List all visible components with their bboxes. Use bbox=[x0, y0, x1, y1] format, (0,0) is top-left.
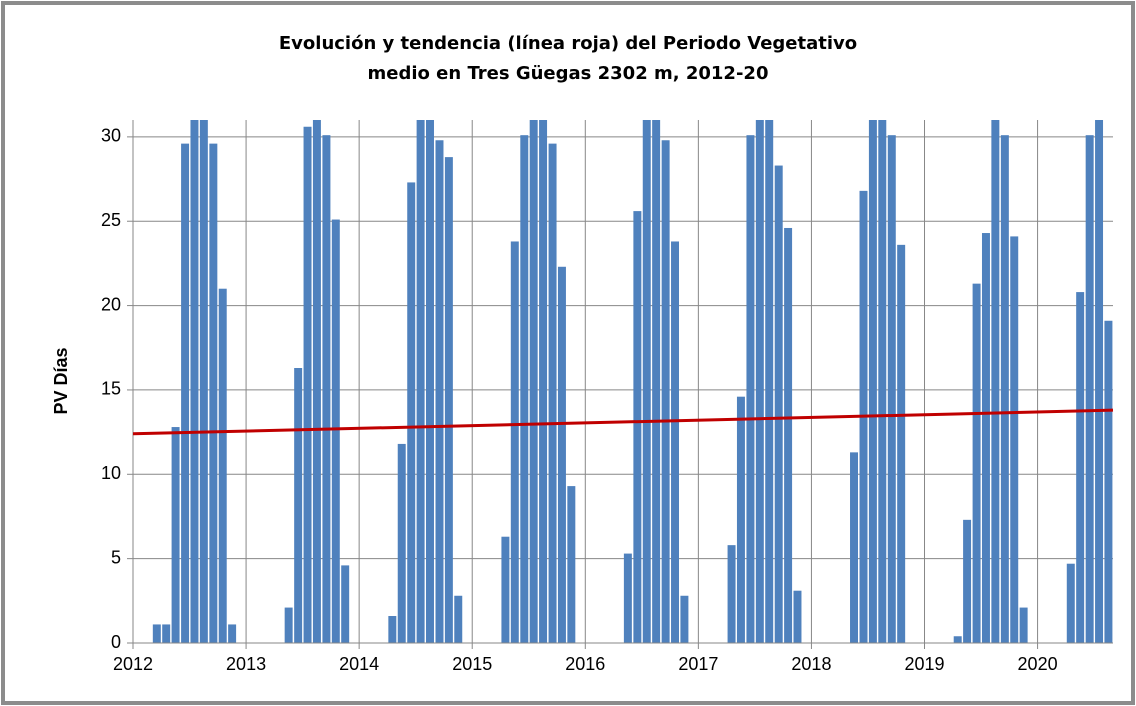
bar bbox=[1095, 120, 1104, 643]
bar bbox=[868, 120, 877, 643]
bar bbox=[303, 126, 312, 643]
bar bbox=[850, 452, 859, 643]
chart-title: Evolución y tendencia (línea roja) del P… bbox=[279, 33, 857, 54]
bar bbox=[218, 288, 227, 643]
bar bbox=[1066, 563, 1075, 643]
bar bbox=[1085, 135, 1094, 643]
bar bbox=[963, 519, 972, 643]
bar bbox=[454, 595, 463, 643]
bar bbox=[727, 545, 736, 643]
bar bbox=[501, 536, 510, 643]
chart-title: medio en Tres Güegas 2302 m, 2012-20 bbox=[368, 63, 769, 84]
bar bbox=[520, 135, 529, 643]
bar bbox=[209, 143, 218, 643]
bar bbox=[878, 120, 887, 643]
trend-line bbox=[132, 408, 1114, 436]
bar bbox=[199, 120, 208, 643]
bar bbox=[953, 636, 962, 643]
bar bbox=[981, 233, 990, 644]
y-tick-label: 20 bbox=[101, 294, 121, 314]
bar bbox=[1000, 135, 1009, 643]
bar bbox=[190, 120, 199, 643]
bar bbox=[661, 140, 670, 643]
bar bbox=[991, 120, 1000, 643]
bar bbox=[557, 266, 566, 643]
bar bbox=[388, 616, 397, 643]
bar bbox=[407, 182, 416, 643]
bar bbox=[765, 120, 774, 643]
bar bbox=[294, 368, 303, 643]
x-tick-label: 2018 bbox=[791, 654, 831, 674]
bar bbox=[171, 427, 180, 643]
bar bbox=[162, 624, 171, 643]
x-tick-label: 2012 bbox=[113, 654, 153, 674]
bar bbox=[567, 486, 576, 643]
bar bbox=[435, 140, 444, 643]
bar bbox=[331, 219, 340, 644]
bar bbox=[312, 120, 321, 643]
x-tick-label: 2020 bbox=[1018, 654, 1058, 674]
bar bbox=[228, 624, 237, 643]
bar bbox=[152, 624, 161, 643]
bar bbox=[680, 595, 689, 643]
bar bbox=[444, 157, 453, 643]
bar bbox=[548, 143, 557, 643]
bar bbox=[284, 607, 293, 643]
bar bbox=[1076, 292, 1085, 643]
x-tick-label: 2014 bbox=[339, 654, 379, 674]
bar bbox=[736, 396, 745, 643]
bar bbox=[416, 120, 425, 643]
bar bbox=[181, 143, 190, 643]
bar bbox=[633, 211, 642, 644]
bar bbox=[1019, 607, 1028, 643]
x-tick-label: 2019 bbox=[904, 654, 944, 674]
bar bbox=[671, 241, 680, 644]
x-tick-label: 2015 bbox=[452, 654, 492, 674]
bar bbox=[652, 120, 661, 643]
bar bbox=[341, 565, 350, 643]
y-axis-label: PV Días bbox=[51, 347, 71, 414]
bar bbox=[793, 590, 802, 643]
bar bbox=[972, 283, 981, 643]
bar bbox=[887, 135, 896, 643]
bar bbox=[397, 443, 406, 643]
bar bbox=[1104, 320, 1113, 643]
bar bbox=[642, 120, 651, 643]
x-tick-label: 2013 bbox=[226, 654, 266, 674]
y-tick-label: 5 bbox=[111, 547, 121, 567]
bar bbox=[897, 244, 906, 643]
x-tick-label: 2016 bbox=[565, 654, 605, 674]
bar bbox=[1010, 236, 1019, 644]
bar bbox=[755, 120, 764, 643]
x-tick-label: 2017 bbox=[678, 654, 718, 674]
bar bbox=[623, 553, 632, 643]
bar bbox=[529, 120, 538, 643]
y-tick-label: 30 bbox=[101, 126, 121, 146]
y-tick-label: 0 bbox=[111, 632, 121, 652]
y-tick-label: 25 bbox=[101, 210, 121, 230]
bar bbox=[322, 135, 331, 643]
bar bbox=[774, 165, 783, 643]
bar bbox=[426, 120, 434, 643]
bar bbox=[510, 241, 519, 644]
bar bbox=[746, 135, 755, 643]
y-tick-label: 10 bbox=[101, 463, 121, 483]
bar bbox=[539, 120, 548, 643]
bar bbox=[784, 227, 793, 644]
y-tick-label: 15 bbox=[101, 379, 121, 399]
